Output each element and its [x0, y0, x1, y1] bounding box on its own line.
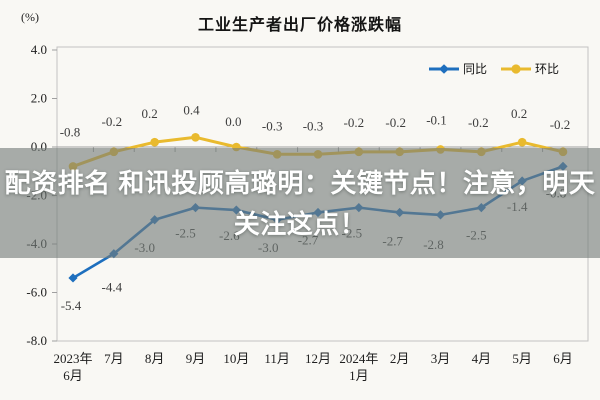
legend-item-huanbi: 环比: [501, 60, 559, 77]
chart-title: 工业生产者出厂价格涨跌幅: [197, 17, 402, 34]
data-point-marker-环比: [150, 137, 159, 147]
banner-text-line-1: 配资排名 和讯投顾高璐明：关键节点！注意，明天: [4, 167, 596, 198]
x-axis-label: 11月: [264, 351, 290, 366]
x-axis-label: 3月: [431, 351, 451, 366]
data-point-label-环比: -0.3: [262, 118, 283, 133]
data-point-label-环比: -0.2: [468, 115, 489, 130]
data-point-label-同比: -4.4: [102, 280, 123, 295]
y-axis-tick-label: -8.0: [26, 333, 47, 348]
data-point-label-环比: -0.2: [550, 117, 571, 132]
data-point-label-环比: -0.8: [60, 124, 81, 139]
y-axis-tick-label: -6.0: [26, 285, 47, 300]
data-point-marker-同比: [68, 273, 78, 283]
y-axis-unit-label: (%): [21, 10, 39, 24]
x-axis-label: 12月: [305, 351, 331, 366]
y-axis-tick-label: 2.0: [31, 91, 47, 106]
data-point-label-环比: 0.2: [142, 106, 158, 121]
x-axis-label: 4月: [472, 351, 492, 366]
data-point-label-环比: -0.1: [426, 112, 447, 127]
x-axis-label: 2月: [390, 351, 410, 366]
data-point-label-环比: -0.2: [344, 115, 365, 130]
x-axis-label: 1月: [349, 368, 369, 383]
x-axis-label: 5月: [512, 351, 532, 366]
legend-label-huanbi: 环比: [535, 62, 560, 76]
x-axis-label: 2024年: [339, 351, 378, 366]
banner-text-line-2: 关注这点！: [233, 208, 367, 239]
x-axis-label: 9月: [186, 351, 206, 366]
legend-item-tongbi: 同比: [429, 60, 487, 77]
x-axis-label: 7月: [104, 351, 124, 366]
legend-label-tongbi: 同比: [463, 62, 488, 76]
data-point-marker-环比: [517, 137, 527, 147]
data-point-label-环比: -0.3: [303, 118, 324, 133]
data-point-label-环比: 0.4: [183, 102, 200, 117]
x-axis-label: 8月: [145, 351, 165, 366]
tongbi-line-diamond-icon: [429, 63, 459, 74]
huanbi-line-circle-icon: [501, 63, 532, 74]
chart-legend: 同比 环比: [429, 60, 559, 77]
data-point-label-同比: -5.4: [61, 298, 82, 313]
x-axis-label: 6月: [553, 351, 573, 366]
data-point-label-环比: 0.0: [225, 114, 241, 129]
data-point-label-环比: -0.2: [385, 115, 406, 130]
x-axis-label: 6月: [63, 368, 83, 383]
x-axis-label: 2023年: [53, 351, 92, 366]
watermark-banner: 配资排名 和讯投顾高璐明：关键节点！注意，明天 关注这点！: [0, 148, 600, 258]
data-point-label-环比: 0.2: [511, 106, 527, 121]
data-point-marker-环比: [191, 133, 200, 142]
y-axis-tick-label: 4.0: [31, 42, 47, 57]
data-point-label-环比: -0.2: [102, 114, 123, 129]
x-axis-label: 10月: [223, 351, 249, 366]
